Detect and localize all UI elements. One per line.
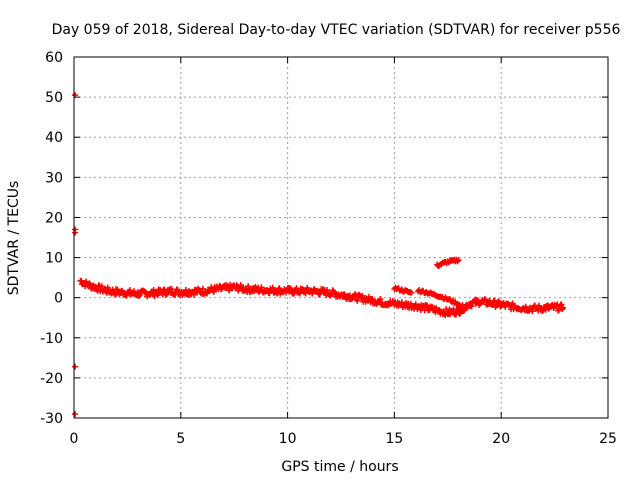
- sdtvar-point: [302, 290, 309, 297]
- sdtvar-point: [245, 283, 252, 290]
- sdtvar-point: [377, 296, 384, 303]
- sdtvar-point: [529, 308, 536, 315]
- sdtvar-point: [199, 285, 206, 292]
- sdtvar-point: [226, 287, 233, 294]
- x-tick-label: 25: [599, 431, 617, 447]
- sdtvar-outlier-point: [72, 410, 79, 417]
- y-tick-label: 40: [45, 130, 63, 146]
- sdtvar-point: [269, 284, 276, 291]
- sdtvar-point: [126, 287, 133, 294]
- sdtvar-point: [468, 303, 475, 310]
- sdtvar-point: [560, 304, 567, 311]
- y-tick-label: -30: [40, 411, 63, 427]
- plot-frame: [73, 56, 609, 419]
- sdtvar-point: [369, 295, 376, 302]
- y-axis-label: SDTVAR / TECUs: [6, 181, 22, 296]
- y-tick-label: 0: [54, 291, 63, 307]
- y-tick-label: 10: [45, 251, 63, 267]
- sdtvar-outlier-point: [72, 363, 79, 370]
- x-axis-label: GPS time / hours: [281, 459, 398, 475]
- x-tick-label: 10: [279, 431, 297, 447]
- sdtvar-point: [287, 285, 294, 292]
- y-tick-label: 20: [45, 210, 63, 226]
- sdtvar-point: [163, 290, 170, 297]
- sdtvar-branch-point: [455, 256, 462, 263]
- y-tick-label: 50: [45, 90, 63, 106]
- x-tick-label: 5: [176, 431, 185, 447]
- sdtvar-point: [353, 296, 360, 303]
- sdtvar-point: [296, 290, 303, 297]
- y-tick-labels: -30 -20 -10 0 10 20 30 40 50 60: [40, 50, 63, 427]
- sdtvar-branch-point: [458, 304, 465, 311]
- sdtvar-point: [453, 311, 460, 318]
- sdtvar-point: [555, 307, 562, 314]
- sdtvar-point: [424, 302, 431, 309]
- y-tick-label: -10: [40, 331, 63, 347]
- sdtvar-point: [163, 291, 170, 298]
- sdtvar-outlier-point: [72, 92, 79, 99]
- sdtvar-point: [324, 286, 331, 293]
- chart-title: Day 059 of 2018, Sidereal Day-to-day VTE…: [52, 22, 621, 38]
- x-tick-label: 20: [492, 431, 510, 447]
- sdtvar-point: [542, 306, 549, 313]
- sdtvar-point: [161, 286, 168, 293]
- y-tick-label: -20: [40, 371, 63, 387]
- sdtvar-outlier-point: [72, 229, 79, 236]
- sdtvar-point: [558, 301, 565, 308]
- grid-lines: [73, 56, 609, 419]
- sdtvar-point: [509, 300, 516, 307]
- x-tick-label: 0: [70, 431, 79, 447]
- sdtvar-point: [136, 292, 143, 299]
- x-tick-labels: 0 5 10 15 20 25: [70, 431, 617, 447]
- sdtvar-point: [341, 291, 348, 298]
- sdtvar-branch-point: [459, 305, 466, 312]
- data-points: [72, 92, 567, 417]
- sdtvar-point: [182, 287, 189, 294]
- y-tick-label: 30: [45, 170, 63, 186]
- sdtvar-point: [104, 284, 111, 291]
- sdtvar-point: [135, 292, 142, 299]
- y-tick-label: 60: [45, 50, 63, 66]
- sdtvar-point: [354, 297, 361, 304]
- sdtvar-point: [522, 303, 529, 310]
- sdtvar-branch-point: [408, 289, 415, 296]
- sdtvar-point: [98, 283, 105, 290]
- x-tick-label: 15: [385, 431, 403, 447]
